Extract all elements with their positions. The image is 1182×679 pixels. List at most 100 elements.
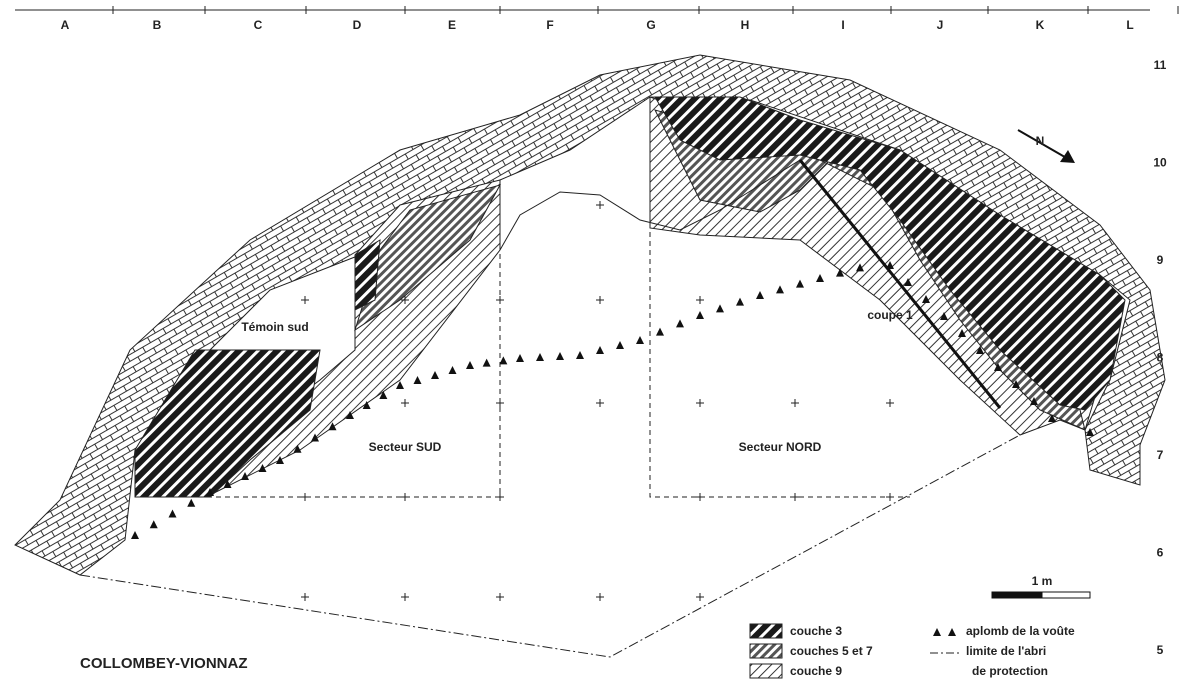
- vault-line: [131, 261, 1094, 636]
- vault-marker: [796, 279, 804, 288]
- legend-swatch: [749, 663, 783, 679]
- column-label: J: [937, 18, 944, 32]
- row-label: 5: [1157, 643, 1164, 657]
- label: Secteur SUD: [369, 440, 442, 454]
- vault-marker: [241, 472, 249, 480]
- grid-cross: [791, 399, 799, 407]
- grid-cross: [496, 593, 504, 601]
- grid-cross: [301, 296, 309, 304]
- legend-label: limite de l'abri: [966, 644, 1046, 658]
- legend-label: de protection: [972, 664, 1048, 678]
- vault-marker: [636, 336, 644, 344]
- grid-cross: [401, 593, 409, 601]
- legend-swatch: [749, 623, 783, 639]
- vault-marker: [886, 261, 894, 269]
- vault-marker: [776, 285, 784, 294]
- column-label: F: [546, 18, 553, 32]
- grid-cross: [496, 493, 504, 501]
- row-label: 7: [1157, 448, 1164, 462]
- vault-marker: [576, 351, 584, 359]
- vault-marker: [379, 391, 388, 399]
- vault-marker: [676, 319, 684, 328]
- vault-marker: [933, 628, 941, 636]
- row-label: 6: [1157, 546, 1164, 560]
- column-label: C: [254, 18, 263, 32]
- vault-marker: [431, 371, 439, 379]
- scale-bar: [991, 591, 1043, 599]
- title: COLLOMBEY-VIONNAZ: [80, 655, 248, 672]
- grid-cross: [596, 296, 604, 304]
- grid-cross: [496, 296, 504, 304]
- vault-marker: [922, 295, 930, 303]
- column-label: G: [646, 18, 655, 32]
- vault-marker: [948, 628, 956, 636]
- rock: [14, 54, 1166, 576]
- vault-marker: [904, 278, 912, 286]
- vault-marker: [816, 274, 824, 282]
- grid-cross: [696, 493, 704, 501]
- vault-marker: [187, 498, 196, 507]
- vault-marker: [1086, 428, 1094, 436]
- vault-marker: [346, 411, 354, 419]
- grid-cross: [596, 593, 604, 601]
- column-label: L: [1126, 18, 1133, 32]
- grid-cross: [496, 399, 504, 407]
- label: 1 m: [1032, 574, 1053, 588]
- legend-label: couche 9: [790, 664, 842, 678]
- grid-cross: [401, 399, 409, 407]
- grid-cross: [696, 296, 704, 304]
- grid-cross: [696, 593, 704, 601]
- legend: couche 3 couches 5 et 7 couche 9 aplomb de …: [749, 623, 1075, 679]
- couche-3: [354, 239, 381, 311]
- grid-cross: [401, 296, 409, 304]
- row-label: 9: [1157, 253, 1164, 267]
- label: Secteur NORD: [739, 440, 822, 454]
- grid-cross: [886, 493, 894, 501]
- vault-marker: [131, 531, 139, 539]
- column-label: K: [1036, 18, 1045, 32]
- coupe-line: [798, 159, 1002, 409]
- column-label: I: [841, 18, 844, 32]
- vault-marker: [362, 401, 371, 409]
- vault-marker: [976, 346, 984, 354]
- protection-limit: [79, 434, 1021, 658]
- vault-marker: [258, 464, 267, 472]
- vault-marker: [328, 422, 337, 431]
- north-arrow: [1017, 129, 1071, 161]
- row-label: 8: [1157, 351, 1164, 365]
- vault-marker: [499, 356, 508, 365]
- vault-marker: [482, 358, 491, 367]
- grid-points: [301, 201, 894, 601]
- vault-marker: [536, 353, 544, 361]
- hill-contour: [499, 159, 801, 251]
- grid-cross: [596, 201, 604, 209]
- vault-marker: [1012, 380, 1020, 388]
- grid-cross: [886, 399, 894, 407]
- vault-marker: [448, 366, 457, 374]
- grid-cross: [696, 399, 704, 407]
- label: N: [1036, 134, 1045, 148]
- vault-marker: [736, 297, 744, 306]
- grid-cross: [301, 593, 309, 601]
- vault-marker: [516, 354, 524, 362]
- vault-marker: [276, 456, 284, 464]
- vault-marker: [466, 361, 474, 369]
- legend-label: aplomb de la voûte: [966, 624, 1075, 638]
- vault-marker: [1030, 397, 1038, 405]
- grid-cross: [401, 493, 409, 501]
- vault-marker: [1048, 414, 1056, 422]
- north-arrow-head: [1060, 150, 1075, 163]
- vault-marker: [856, 263, 864, 272]
- vault-marker: [940, 312, 948, 320]
- row-label: 11: [1154, 58, 1167, 72]
- vault-marker: [696, 311, 704, 319]
- vault-marker: [396, 381, 404, 389]
- column-label: A: [61, 18, 70, 32]
- legend-swatch: [749, 643, 783, 659]
- vault-marker: [616, 341, 624, 349]
- vault-marker: [656, 327, 664, 336]
- row-label: 10: [1153, 156, 1167, 170]
- couche-3: [134, 349, 321, 498]
- vault-marker: [958, 329, 966, 337]
- vault-marker: [149, 520, 158, 529]
